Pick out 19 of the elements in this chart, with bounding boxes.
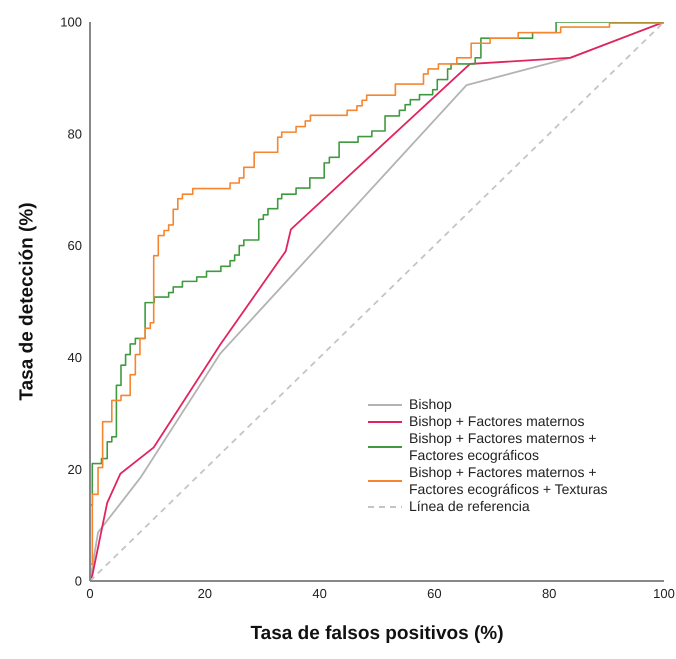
x-tick-label: 0 xyxy=(86,586,94,602)
legend-label: Bishop + Factores maternos + Factores ecográficos + Texturas xyxy=(409,464,609,498)
legend-label: Bishop + Factores maternos xyxy=(409,413,586,430)
x-tick-label: 20 xyxy=(198,586,212,602)
x-tick-label: 40 xyxy=(312,586,327,602)
x-tick-label: 60 xyxy=(427,586,442,602)
y-tick-label: 40 xyxy=(68,350,82,366)
y-tick-label: 80 xyxy=(68,126,82,142)
x-tick-label: 100 xyxy=(653,586,675,602)
legend-label: Línea de referencia xyxy=(409,498,531,515)
y-axis-title: Tasa de detección (%) xyxy=(16,202,38,401)
y-tick-label: 100 xyxy=(60,14,82,30)
legend-label: Bishop + Factores maternos + Factores ecográficos xyxy=(409,430,598,464)
x-axis-title: Tasa de falsos positivos (%) xyxy=(250,623,504,644)
x-tick-label: 80 xyxy=(542,586,556,602)
y-tick-label: 0 xyxy=(74,574,82,589)
y-tick-label: 20 xyxy=(68,462,82,477)
y-tick-label: 60 xyxy=(68,238,82,254)
legend-label: Bishop xyxy=(409,396,453,413)
